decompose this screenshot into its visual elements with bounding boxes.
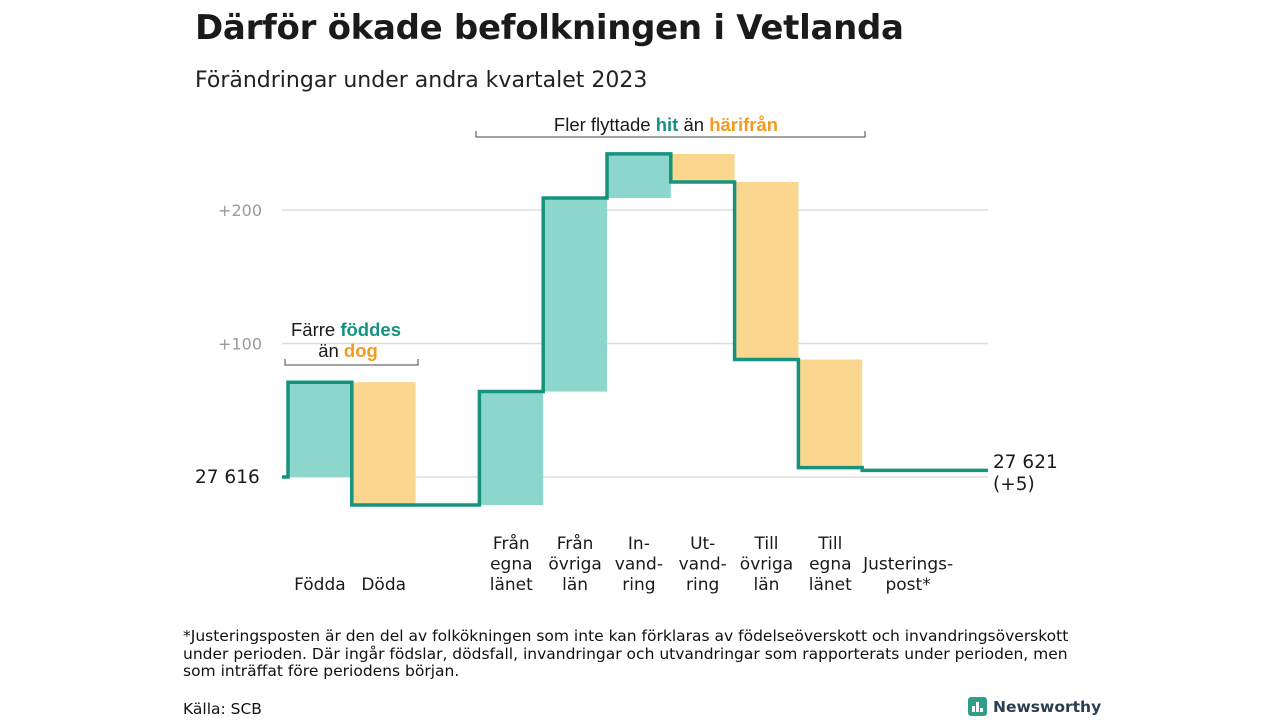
category-label: Födda	[294, 575, 346, 595]
category-label: Till egna länet	[809, 534, 852, 595]
newsworthy-icon	[968, 697, 987, 716]
waterfall-chart: +100 +200 Födda Döda Från egna länet Från övriga…	[195, 114, 1058, 596]
annotation-bracket	[284, 359, 419, 366]
annotation-bracket	[475, 131, 866, 138]
end-value-label: 27 621	[993, 452, 1058, 473]
category-label: Från övriga län	[548, 533, 601, 595]
chart-subtitle: Förändringar under andra kvartalet 2023	[195, 68, 648, 93]
waterfall-bar	[670, 153, 735, 182]
annotation-migration: Fler flyttade hit än härifrån	[554, 114, 778, 135]
end-change-label: (+5)	[993, 474, 1035, 495]
category-label: Från egna länet	[490, 533, 533, 595]
cumulative-step-line	[282, 152, 988, 507]
waterfall-bar	[607, 153, 671, 198]
annotation-births-deaths: Färre föddes	[291, 319, 401, 340]
y-tick-label: +200	[218, 201, 262, 220]
footnote: *Justeringsposten är den del av folkökni…	[183, 627, 1069, 680]
brand-name: Newsworthy	[993, 697, 1102, 716]
chart-title: Därför ökade befolkningen i Vetlanda	[195, 8, 904, 48]
source-label: Källa: SCB	[183, 700, 262, 718]
category-label: Till övriga län	[740, 534, 793, 595]
category-label: In-vand-ring	[615, 534, 663, 595]
category-label: Justerings-post*	[862, 555, 953, 596]
annotation-births-deaths-line2: än dog	[318, 340, 378, 361]
category-label: Ut-vand-ring	[679, 534, 727, 595]
brand-logo: Newsworthy	[968, 697, 1101, 716]
start-value-label: 27 616	[195, 467, 260, 488]
category-label: Döda	[361, 575, 406, 595]
waterfall-bar	[543, 197, 607, 392]
waterfall-bar	[479, 391, 544, 506]
waterfall-bar	[351, 382, 416, 506]
y-tick-label: +100	[218, 335, 262, 354]
waterfall-bar	[798, 359, 863, 468]
waterfall-bar	[734, 181, 799, 360]
waterfall-bar	[288, 382, 352, 477]
